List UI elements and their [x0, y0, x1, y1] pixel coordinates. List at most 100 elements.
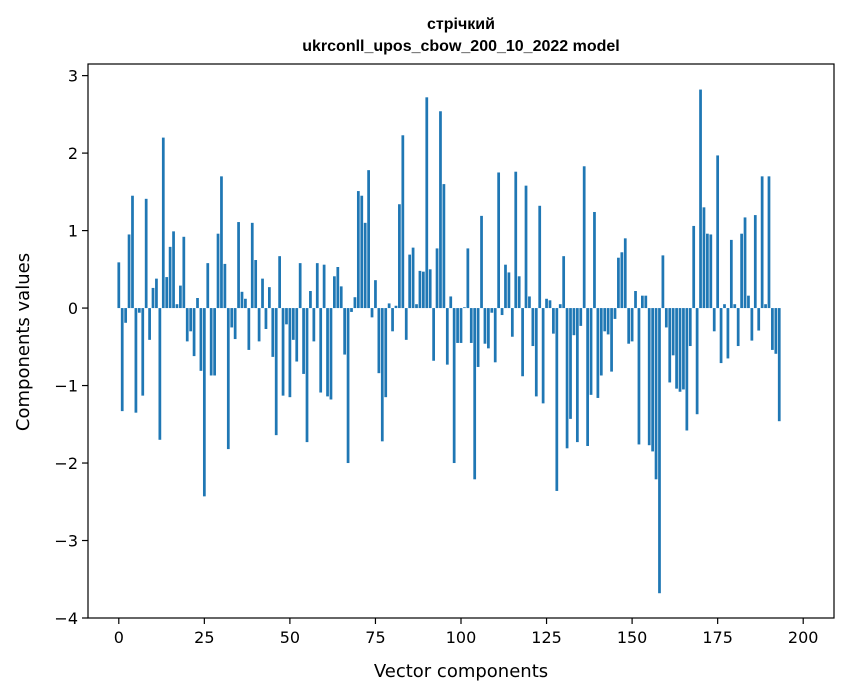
bar: [538, 205, 542, 309]
bar: [534, 308, 538, 397]
bar: [647, 308, 651, 446]
bar: [394, 305, 398, 309]
bar: [774, 308, 778, 354]
bar: [476, 308, 480, 367]
bar: [487, 308, 490, 349]
bar: [589, 308, 593, 395]
bar: [586, 308, 589, 446]
bar: [179, 285, 182, 309]
bar: [606, 308, 610, 335]
bar: [504, 264, 507, 309]
bar: [678, 308, 682, 392]
y-tick-label: −4: [54, 609, 78, 628]
bar: [261, 278, 264, 309]
bar: [740, 233, 743, 309]
bar: [743, 217, 747, 309]
bar: [572, 308, 576, 336]
bar: [155, 278, 158, 309]
bar: [226, 308, 230, 450]
bar: [247, 308, 251, 350]
bar: [131, 195, 134, 309]
bar: [493, 308, 497, 363]
x-tick-label: 125: [531, 628, 562, 647]
chart-title-line-2: ukrconll_upos_cbow_200_10_2022 model: [302, 38, 619, 55]
bar: [428, 269, 432, 309]
bar: [620, 252, 624, 309]
bar: [250, 222, 254, 309]
bar: [459, 308, 463, 343]
bar: [339, 286, 343, 309]
bar: [552, 308, 555, 334]
bar: [562, 256, 566, 309]
bar: [671, 308, 675, 356]
bar: [329, 308, 333, 400]
bar: [182, 236, 186, 309]
bar: [391, 308, 394, 332]
bar: [151, 287, 155, 309]
bar: [343, 308, 347, 355]
bar: [634, 291, 637, 309]
bar: [363, 222, 367, 309]
bar: [510, 308, 514, 337]
bar: [319, 308, 323, 393]
bar: [404, 308, 408, 340]
bar: [144, 198, 148, 309]
bar: [654, 308, 658, 480]
bar: [575, 308, 579, 443]
bar: [401, 135, 405, 309]
bar: [757, 308, 761, 331]
bar: [274, 308, 278, 436]
bar: [456, 308, 459, 343]
x-axis-ticks: 0 25 50 75 100 125 150 175 200: [114, 618, 818, 647]
bar: [418, 270, 422, 309]
bar: [630, 308, 634, 342]
bar: [558, 304, 562, 309]
bar: [469, 308, 473, 343]
bar: [370, 308, 374, 318]
bar: [185, 308, 189, 342]
bar: [442, 184, 446, 309]
bar: [213, 308, 216, 376]
bar: [322, 264, 326, 309]
bar: [664, 308, 668, 328]
bar: [702, 207, 706, 309]
bar: [350, 308, 353, 312]
x-tick-label: 75: [365, 628, 385, 647]
bar: [675, 308, 678, 389]
bar: [452, 308, 456, 464]
bar: [439, 111, 442, 309]
bar: [257, 308, 261, 342]
bar: [408, 254, 412, 309]
bar: [449, 296, 453, 309]
bar: [117, 262, 121, 309]
bar: [651, 308, 654, 452]
bar: [288, 308, 292, 398]
x-tick-label: 0: [114, 628, 124, 647]
bar: [596, 308, 600, 398]
y-tick-label: 3: [68, 67, 78, 86]
bar: [127, 234, 131, 309]
bar: [124, 308, 128, 323]
bar: [733, 304, 737, 309]
bar: [309, 291, 312, 309]
bar: [480, 215, 483, 309]
bar: [120, 308, 124, 412]
bar: [384, 308, 388, 398]
x-tick-label: 25: [194, 628, 214, 647]
bar: [285, 308, 288, 325]
bar: [291, 308, 295, 340]
bar: [435, 248, 439, 309]
bar: [712, 308, 716, 332]
bar: [771, 308, 774, 350]
bar: [240, 291, 244, 309]
bar: [528, 296, 531, 309]
bar: [168, 246, 172, 309]
bar: [706, 233, 709, 309]
bar: [209, 308, 213, 376]
bar: [333, 276, 336, 309]
bar: [682, 308, 685, 390]
bar: [517, 276, 521, 309]
x-tick-label: 175: [702, 628, 733, 647]
